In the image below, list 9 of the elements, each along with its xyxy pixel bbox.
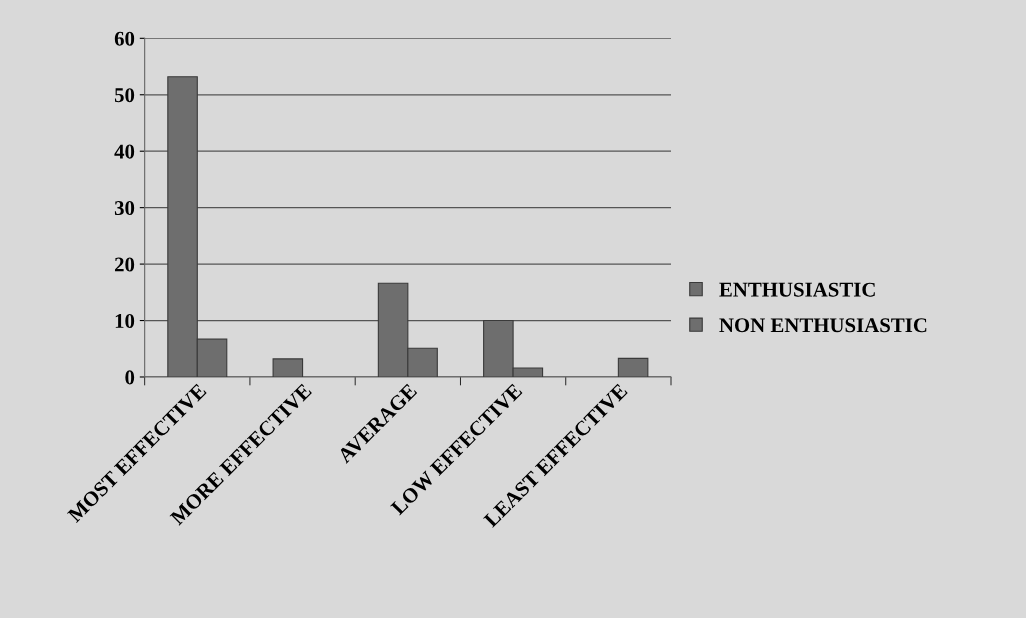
y-tick-label: 0 xyxy=(125,370,135,385)
y-tick-label: 30 xyxy=(114,201,135,216)
y-tick-label: 20 xyxy=(114,257,135,272)
y-tick-label: 40 xyxy=(114,144,135,159)
y-tick-label: 10 xyxy=(115,313,135,328)
y-tick-label: 50 xyxy=(114,88,135,103)
legend-label: ENTHUSIASTIC xyxy=(719,282,875,297)
legend-label: NON ENTHUSIASTIC xyxy=(719,318,927,333)
y-tick-label: 60 xyxy=(114,31,135,46)
